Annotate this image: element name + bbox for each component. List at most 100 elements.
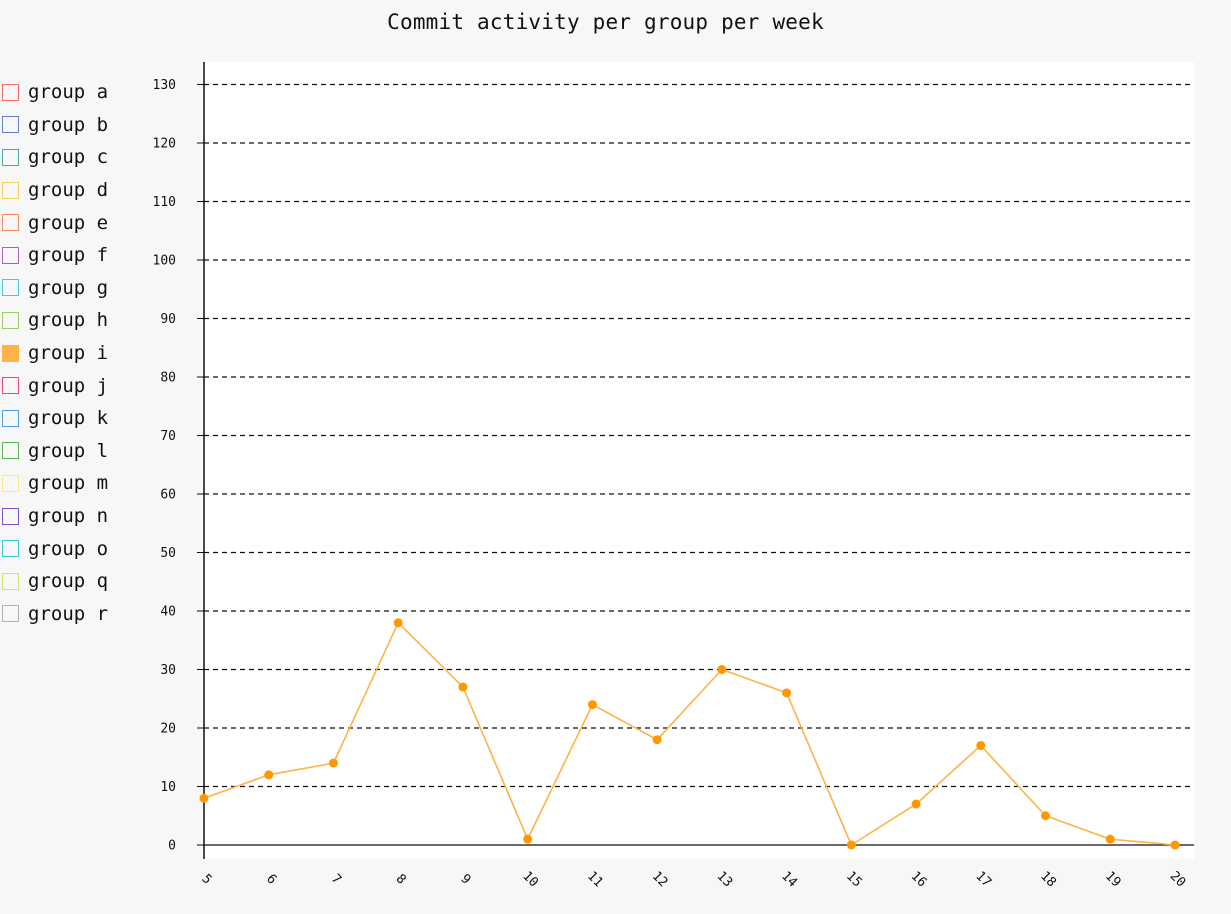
x-tick-label: 10 <box>519 869 541 891</box>
y-tick-label: 40 <box>160 605 176 620</box>
legend-swatch <box>2 181 19 199</box>
legend-item[interactable]: group b <box>0 109 108 142</box>
legend-swatch <box>2 148 19 166</box>
x-tick-label: 12 <box>649 869 671 891</box>
legend-swatch <box>2 116 19 134</box>
legend-item[interactable]: group r <box>0 598 108 631</box>
legend-item[interactable]: group j <box>0 369 108 402</box>
legend-swatch <box>2 507 19 525</box>
x-tick-label: 7 <box>328 871 344 887</box>
legend-swatch <box>2 605 19 623</box>
x-tick-label: 9 <box>457 871 473 887</box>
legend-item[interactable]: group f <box>0 239 108 272</box>
x-tick-label: 6 <box>263 871 279 887</box>
legend-item[interactable]: group o <box>0 532 108 565</box>
legend-label: group l <box>28 439 109 462</box>
legend-item[interactable]: group h <box>0 304 108 337</box>
data-point <box>911 799 921 809</box>
y-tick-label: 100 <box>153 254 176 269</box>
data-point <box>1170 840 1180 850</box>
data-point <box>264 770 274 780</box>
legend-label: group g <box>28 276 109 299</box>
data-point <box>717 665 727 674</box>
legend-item[interactable]: group d <box>0 174 108 207</box>
legend-label: group k <box>28 407 109 430</box>
x-tick-label: 20 <box>1167 869 1189 891</box>
y-tick-label: 10 <box>160 780 176 795</box>
data-point <box>393 618 403 628</box>
y-tick-label: 0 <box>168 839 176 854</box>
x-tick-label: 16 <box>908 869 930 891</box>
chart-title: Commit activity per group per week <box>387 10 824 34</box>
y-tick-label: 70 <box>160 429 176 444</box>
data-point <box>782 688 792 698</box>
legend-swatch <box>2 377 19 395</box>
data-point <box>523 834 533 844</box>
legend-swatch <box>2 279 19 297</box>
x-tick-label: 5 <box>198 871 214 887</box>
legend-item[interactable]: group e <box>0 206 108 239</box>
x-tick-label: 17 <box>972 869 994 891</box>
legend-item[interactable]: group q <box>0 565 108 598</box>
data-point <box>652 735 662 745</box>
legend-item[interactable]: group c <box>0 141 108 174</box>
x-tick-label: 18 <box>1037 869 1059 891</box>
legend-label: group o <box>28 537 109 560</box>
legend-label: group i <box>28 342 109 365</box>
legend-label: group j <box>28 374 109 397</box>
legend-label: group h <box>28 309 109 332</box>
x-tick-labels: 5 6 7 8 9 10 11 12 13 14 15 16 17 18 19 20 <box>198 869 1188 891</box>
legend-item[interactable]: group n <box>0 500 108 533</box>
legend-swatch <box>2 83 19 101</box>
data-point <box>1041 811 1051 821</box>
legend-label: group d <box>28 179 109 202</box>
legend-swatch <box>2 572 19 590</box>
y-tick-label: 90 <box>160 312 176 327</box>
y-tick-label: 20 <box>160 722 176 737</box>
legend-label: group f <box>28 244 109 267</box>
legend-swatch <box>2 246 19 264</box>
legend-swatch <box>2 214 19 232</box>
legend-item[interactable]: group a <box>0 76 108 109</box>
legend-swatch <box>2 409 19 427</box>
data-point <box>976 741 986 751</box>
data-point <box>846 840 856 850</box>
y-tick-label: 130 <box>153 78 176 93</box>
axes <box>203 62 1194 859</box>
data-point <box>587 700 597 710</box>
legend-item[interactable]: group i <box>0 337 108 370</box>
legend-swatch <box>2 311 19 329</box>
legend-label: group r <box>28 602 109 625</box>
legend-item[interactable]: group g <box>0 272 108 305</box>
y-tick-label: 110 <box>153 195 176 210</box>
legend-swatch <box>2 442 19 460</box>
series-line <box>203 621 1176 847</box>
data-point <box>199 793 209 803</box>
data-point <box>458 682 468 692</box>
grid-lines <box>197 83 1194 846</box>
legend-item[interactable]: group k <box>0 402 108 435</box>
plot-area <box>204 62 1194 859</box>
x-tick-label: 14 <box>778 869 800 891</box>
x-tick-label: 15 <box>843 869 865 891</box>
y-tick-label: 50 <box>160 546 176 561</box>
y-tick-label: 120 <box>153 137 176 152</box>
y-tick-labels: 0 10 20 30 40 50 60 70 80 90 100 110 120 130 <box>153 78 176 854</box>
legend-label: group n <box>28 505 109 528</box>
y-tick-label: 80 <box>160 371 176 386</box>
legend-label: group c <box>28 146 109 169</box>
legend-label: group m <box>28 472 109 495</box>
legend-item[interactable]: group l <box>0 435 108 468</box>
x-tick-label: 8 <box>393 871 409 887</box>
legend-label: group a <box>28 81 109 104</box>
legend-label: group b <box>28 113 109 136</box>
data-point <box>1105 834 1115 844</box>
x-tick-label: 19 <box>1102 869 1124 891</box>
legend: group a group b group c group d group e group… <box>0 76 108 630</box>
legend-label: group e <box>28 211 109 234</box>
series-layer <box>199 618 1180 850</box>
y-tick-label: 60 <box>160 488 176 503</box>
legend-swatch <box>2 344 19 362</box>
legend-item[interactable]: group m <box>0 467 108 500</box>
